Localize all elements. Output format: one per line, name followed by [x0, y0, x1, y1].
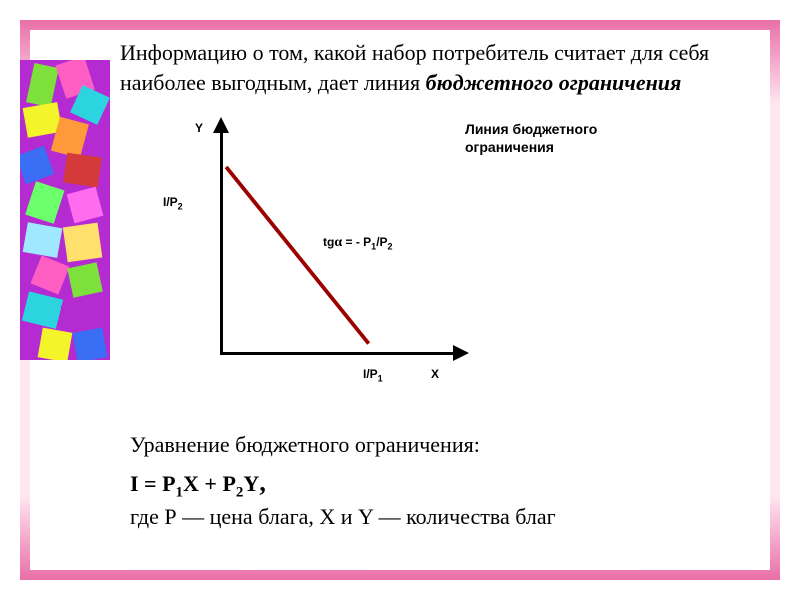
ip1-sub: 1 [378, 373, 383, 383]
x-intercept-label: I/P1 [363, 367, 383, 383]
tg-post-mid: /P [376, 235, 387, 249]
y-axis-arrow-icon [213, 117, 229, 133]
slope-formula: tgα = - P1/P2 [323, 235, 393, 251]
decorative-strip [20, 60, 110, 360]
noise-svg [20, 60, 110, 360]
ip2-sub: 2 [178, 201, 183, 211]
tg-pre: tg [323, 235, 334, 249]
eq-mid2: Y [243, 471, 259, 496]
eq-s1: 1 [176, 484, 184, 500]
chart-title: Линия бюджетного ограничения [465, 120, 665, 156]
tg-post-pre: = - P [342, 235, 371, 249]
equation-intro: Уравнение бюджетного ограничения: [130, 430, 750, 460]
y-intercept-label: I/P2 [163, 195, 183, 211]
slide: Информацию о том, какой набор потребител… [0, 0, 800, 600]
budget-line-chart: Y X I/P2 I/P1 tgα = - P1/P2 Линия бюджет… [135, 115, 695, 405]
y-axis-label: Y [195, 121, 203, 135]
ip1-pre: I/P [363, 367, 378, 381]
ip2-pre: I/P [163, 195, 178, 209]
budget-equation: I = P1X + P2Y, [130, 465, 750, 503]
eq-comma: , [259, 468, 266, 497]
eq-mid1: X + P [183, 471, 236, 496]
equation-defs: где Р — цена блага, X и Y — количества б… [130, 502, 750, 532]
tg-post-s2: 2 [388, 241, 393, 251]
intro-paragraph: Информацию о том, какой набор потребител… [120, 38, 760, 97]
budget-line [220, 165, 390, 355]
intro-em: бюджетного ограничения [426, 70, 682, 95]
x-axis-label: X [431, 367, 439, 381]
eq-lhs: I = P [130, 471, 176, 496]
tg-alpha: α [334, 235, 342, 250]
x-axis-arrow-icon [453, 345, 469, 361]
